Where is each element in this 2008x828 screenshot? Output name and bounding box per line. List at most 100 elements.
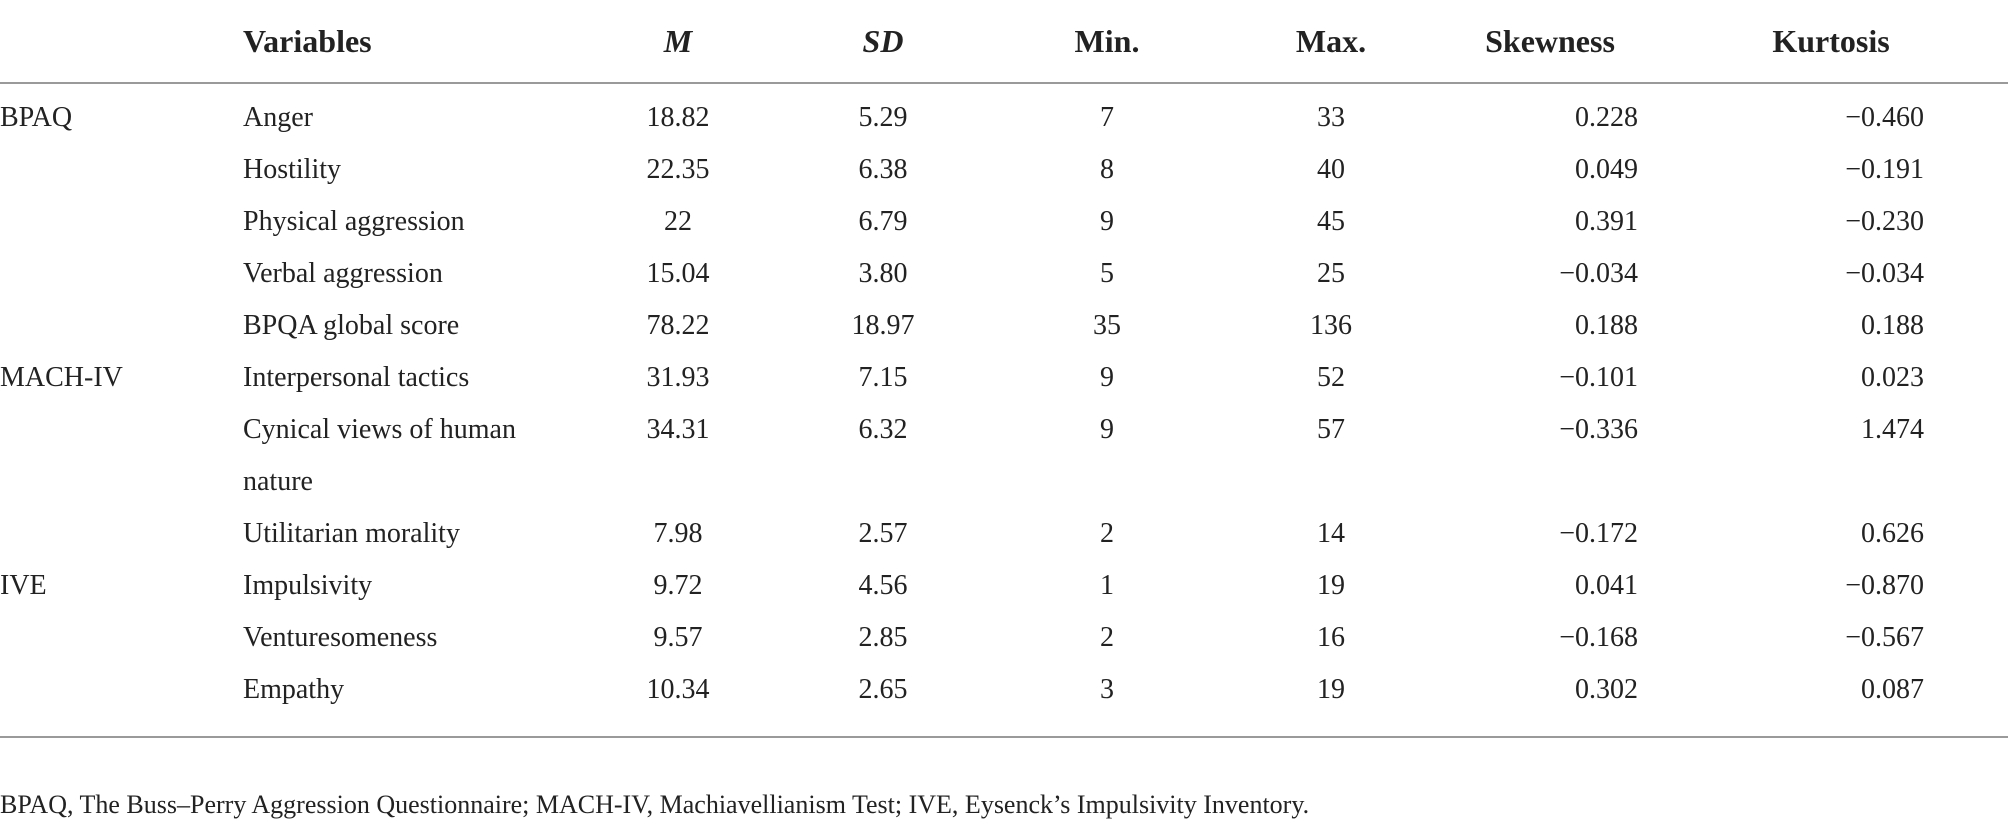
- cell-max: [1216, 456, 1446, 508]
- cell-sd: 6.38: [858, 154, 908, 185]
- cell-sd: 6.79: [858, 206, 908, 237]
- row-group: [0, 508, 243, 560]
- cell-sd: 3.80: [858, 258, 908, 289]
- header-max: Max.: [1216, 0, 1446, 84]
- cell-max: 52: [1317, 362, 1345, 393]
- cell-sd: 7.15: [858, 362, 908, 393]
- cell-max: 40: [1317, 154, 1345, 185]
- cell-m: 78.22: [646, 310, 710, 341]
- table-row: Physical aggression 22 6.79 9 45 0.391 −0.230: [0, 196, 2008, 248]
- cell-sd: 5.29: [858, 102, 908, 133]
- row-variable: BPQA global score: [243, 310, 460, 341]
- cell-kurtosis: 0.023: [1861, 362, 1924, 393]
- cell-min: 9: [1100, 414, 1114, 445]
- cell-min: 2: [1100, 622, 1114, 653]
- row-variable: Venturesomeness: [243, 622, 438, 653]
- cell-skewness: [1446, 456, 1654, 508]
- cell-sd: 18.97: [851, 310, 915, 341]
- cell-sd: 2.65: [768, 664, 998, 738]
- table-row: nature: [0, 456, 2008, 508]
- row-group: IVE: [0, 570, 47, 601]
- table-row: MACH-IV Interpersonal tactics 31.93 7.15 9 52…: [0, 352, 2008, 404]
- row-group: [0, 612, 243, 664]
- row-variable: Impulsivity: [243, 570, 373, 601]
- cell-skewness: 0.302: [1446, 664, 1654, 738]
- table-row: Utilitarian morality 7.98 2.57 2 14 −0.172 0.6…: [0, 508, 2008, 560]
- cell-max: 19: [1317, 570, 1345, 601]
- cell-min: 7: [1100, 102, 1114, 133]
- row-group: [0, 456, 243, 508]
- header-group: [0, 0, 243, 84]
- table-row: Venturesomeness 9.57 2.85 2 16 −0.168 −0.567: [0, 612, 2008, 664]
- cell-skewness: −0.336: [1559, 414, 1638, 445]
- cell-min: 35: [1093, 310, 1121, 341]
- cell-skewness: 0.228: [1575, 102, 1638, 133]
- cell-max: 33: [1317, 102, 1345, 133]
- row-variable: Physical aggression: [243, 206, 465, 237]
- cell-skewness: −0.168: [1559, 622, 1638, 653]
- cell-max: 19: [1216, 664, 1446, 738]
- cell-kurtosis: 0.626: [1861, 518, 1924, 549]
- cell-min: 8: [1100, 154, 1114, 185]
- table-row: BPAQ Anger 18.82 5.29 7 33 0.228 −0.460: [0, 83, 2008, 144]
- row-variable: Interpersonal tactics: [243, 362, 470, 393]
- cell-sd: 2.85: [858, 622, 908, 653]
- cell-kurtosis: −0.230: [1845, 206, 1924, 237]
- cell-sd: 2.57: [858, 518, 908, 549]
- row-variable: Verbal aggression: [243, 258, 443, 289]
- row-variable: Cynical views of human: [243, 414, 516, 445]
- header-variables: Variables: [243, 0, 588, 84]
- cell-skewness: 0.391: [1575, 206, 1638, 237]
- cell-min: 2: [1100, 518, 1114, 549]
- header-kurtosis: Kurtosis: [1654, 0, 2008, 84]
- cell-kurtosis: 1.474: [1861, 414, 1924, 445]
- cell-m: 22: [664, 206, 692, 237]
- row-group: [0, 300, 243, 352]
- cell-skewness: −0.172: [1559, 518, 1638, 549]
- row-group: [0, 248, 243, 300]
- header-skewness: Skewness: [1446, 0, 1654, 84]
- cell-m: 10.34: [588, 664, 768, 738]
- cell-kurtosis: −0.870: [1845, 570, 1924, 601]
- cell-max: 16: [1317, 622, 1345, 653]
- cell-min: 5: [1100, 258, 1114, 289]
- row-variable: Empathy: [243, 664, 588, 738]
- cell-skewness: 0.188: [1575, 310, 1638, 341]
- cell-m: 9.57: [653, 622, 703, 653]
- table-row: Hostility 22.35 6.38 8 40 0.049 −0.191: [0, 144, 2008, 196]
- cell-m: 7.98: [653, 518, 703, 549]
- row-group: [0, 144, 243, 196]
- cell-max: 57: [1317, 414, 1345, 445]
- cell-m: 9.72: [653, 570, 703, 601]
- row-group: [0, 196, 243, 248]
- table-row: BPQA global score 78.22 18.97 35 136 0.188 0.1…: [0, 300, 2008, 352]
- cell-min: 1: [1100, 570, 1114, 601]
- cell-min: [998, 456, 1216, 508]
- cell-max: 25: [1317, 258, 1345, 289]
- cell-max: 136: [1310, 310, 1352, 341]
- cell-kurtosis: −0.567: [1845, 622, 1924, 653]
- descriptive-statistics-table: Variables M SD Min. Max. Skewness Kurtos…: [0, 0, 2008, 738]
- table-row: Verbal aggression 15.04 3.80 5 25 −0.034 −0.03…: [0, 248, 2008, 300]
- row-group: [0, 404, 243, 456]
- cell-m: 31.93: [646, 362, 710, 393]
- cell-sd: 4.56: [858, 570, 908, 601]
- cell-max: 45: [1317, 206, 1345, 237]
- table-header-row: Variables M SD Min. Max. Skewness Kurtos…: [0, 0, 2008, 84]
- row-variable: Anger: [243, 102, 313, 133]
- row-variable: Utilitarian morality: [243, 518, 460, 549]
- cell-m: 34.31: [646, 414, 710, 445]
- cell-m: [588, 456, 768, 508]
- cell-kurtosis: −0.034: [1845, 258, 1924, 289]
- row-variable: Hostility: [243, 154, 342, 185]
- cell-min: 9: [1100, 362, 1114, 393]
- cell-m: 18.82: [646, 102, 710, 133]
- header-m: M: [588, 0, 768, 84]
- table-footnote: BPAQ, The Buss–Perry Aggression Question…: [0, 790, 1310, 819]
- header-sd: SD: [768, 0, 998, 84]
- cell-kurtosis: −0.191: [1845, 154, 1924, 185]
- cell-m: 22.35: [646, 154, 710, 185]
- cell-kurtosis: [1654, 456, 2008, 508]
- cell-m: 15.04: [646, 258, 710, 289]
- cell-skewness: −0.034: [1559, 258, 1638, 289]
